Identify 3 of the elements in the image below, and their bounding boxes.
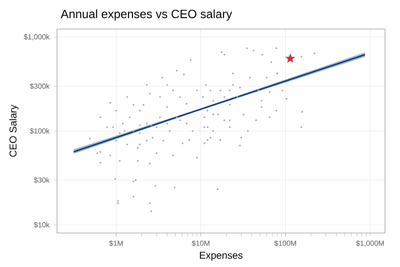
- y-axis-title: CEO Salary: [9, 104, 19, 157]
- x-axis-title: Expenses: [200, 252, 243, 261]
- chart-title: Annual expenses vs CEO salary: [60, 9, 232, 21]
